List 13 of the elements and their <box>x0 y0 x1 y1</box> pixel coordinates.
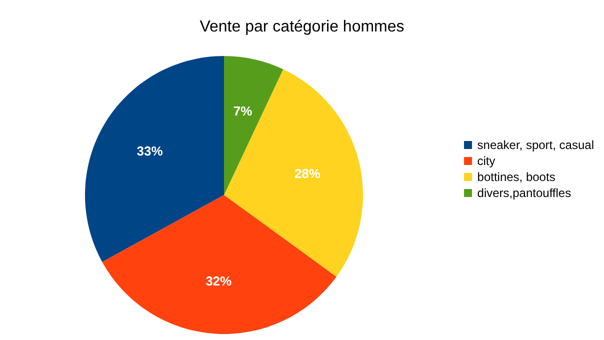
data-label: 7% <box>233 103 253 118</box>
pie-slice <box>224 56 284 195</box>
pie-slice <box>85 56 224 262</box>
legend-label: bottines, boots <box>477 170 556 184</box>
data-label: 28% <box>294 166 321 182</box>
legend-label: divers,pantouffles <box>477 186 572 200</box>
legend-label: city <box>477 154 496 168</box>
legend-label: sneaker, sport, casual <box>477 138 594 152</box>
data-label: 32% <box>206 274 232 289</box>
chart-title: Vente par catégorie hommes <box>200 18 404 36</box>
data-label: 33% <box>136 144 164 159</box>
pie-slice <box>102 195 336 334</box>
pie-slice <box>224 69 363 277</box>
